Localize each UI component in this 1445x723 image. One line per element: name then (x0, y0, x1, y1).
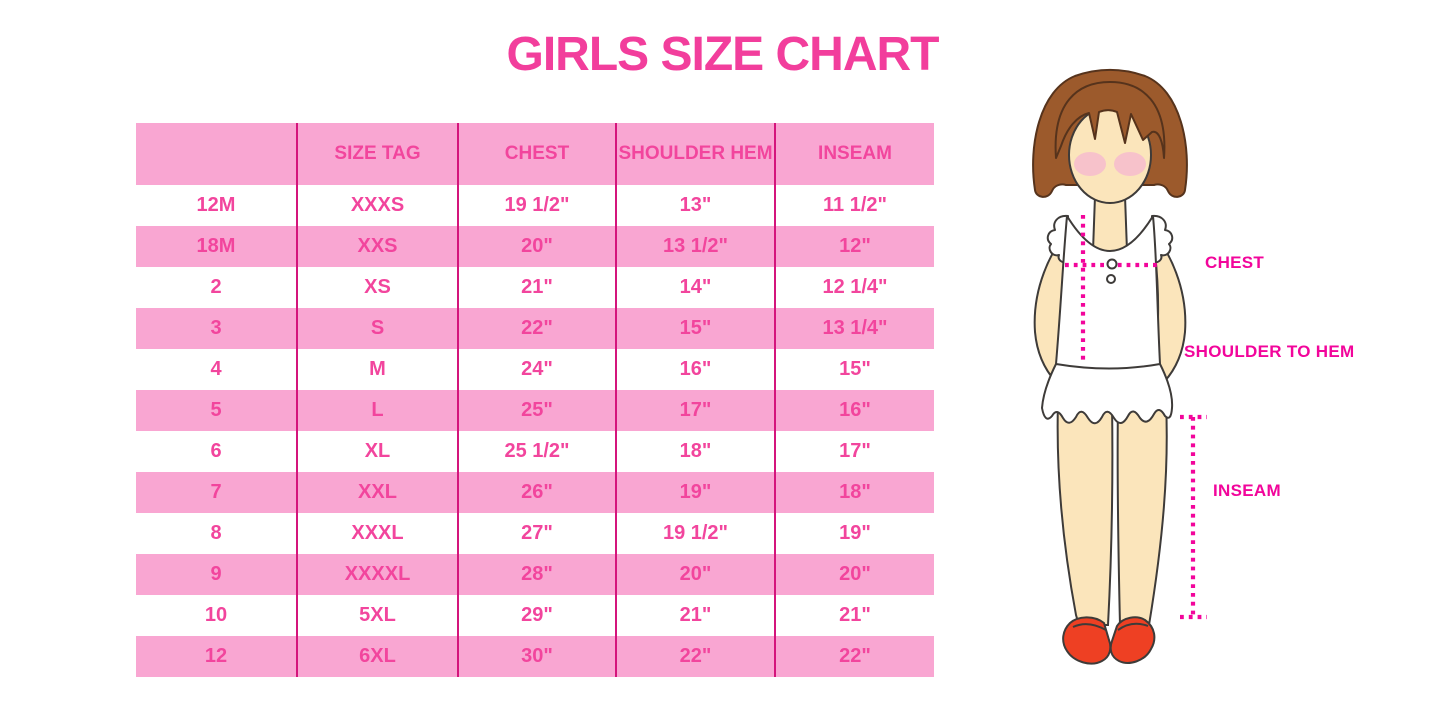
measurement-cell: 5XL (296, 595, 458, 636)
measurement-cell: 20" (615, 554, 775, 595)
measurement-cell: 26" (457, 472, 616, 513)
measurement-cell: 24" (457, 349, 616, 390)
measurement-cell: 19 1/2" (615, 513, 775, 554)
size-label-cell: 9 (136, 554, 297, 595)
size-row: 2 XS 21" 14" 12 1/4" (136, 267, 934, 308)
size-row: 10 5XL 29" 21" 21" (136, 595, 934, 636)
measurement-cell: 13 1/2" (615, 226, 775, 267)
column-header: SIZE TAG (296, 123, 458, 185)
size-row: 8 XXXL 27" 19 1/2" 19" (136, 513, 934, 554)
measurement-cell: 6XL (296, 636, 458, 677)
row-label-column-header (136, 123, 297, 185)
measurement-cell: XXXL (296, 513, 458, 554)
shoulder-ruffle-right (1151, 214, 1174, 264)
measurement-cell: 22" (615, 636, 775, 677)
column-header: INSEAM (774, 123, 934, 185)
blush-left (1074, 152, 1106, 176)
measurement-cell: 29" (457, 595, 616, 636)
measurement-cell: XXXXL (296, 554, 458, 595)
measurement-cell: 14" (615, 267, 775, 308)
measurement-cell: 20" (774, 554, 934, 595)
dress-button-bottom (1106, 274, 1116, 284)
size-row: 5 L 25" 17" 16" (136, 390, 934, 431)
measurement-cell: 16" (774, 390, 934, 431)
size-row: 4 M 24" 16" 15" (136, 349, 934, 390)
size-label-cell: 5 (136, 390, 297, 431)
measurement-cell: L (296, 390, 458, 431)
measurement-cell: 13" (615, 185, 775, 226)
measurement-cell: XS (296, 267, 458, 308)
measurement-cell: 25 1/2" (457, 431, 616, 472)
measurement-cell: 12" (774, 226, 934, 267)
shoulder-to-hem-measurement-label: SHOULDER TO HEM (1184, 342, 1355, 361)
measurement-cell: 16" (615, 349, 775, 390)
measurement-cell: 17" (615, 390, 775, 431)
measurement-cell: 30" (457, 636, 616, 677)
size-label-cell: 8 (136, 513, 297, 554)
size-label-cell: 2 (136, 267, 297, 308)
measurement-cell: 15" (774, 349, 934, 390)
measurement-cell: 21" (615, 595, 775, 636)
size-label-cell: 12 (136, 636, 297, 677)
measurement-cell: 15" (615, 308, 775, 349)
leg-left (1056, 401, 1114, 626)
leg-right (1116, 401, 1168, 626)
girl-figure-svg (1032, 69, 1207, 665)
measurement-cell: XXS (296, 226, 458, 267)
size-label-cell: 10 (136, 595, 297, 636)
column-header: SHOULDER HEM (615, 123, 775, 185)
measurement-cell: XL (296, 431, 458, 472)
measurement-cell: 25" (457, 390, 616, 431)
blush-right (1114, 152, 1146, 176)
measurement-cell: 19" (774, 513, 934, 554)
measurement-cell: 19" (615, 472, 775, 513)
size-row: 12 6XL 30" 22" 22" (136, 636, 934, 677)
size-row: 6 XL 25 1/2" 18" 17" (136, 431, 934, 472)
size-row: 12M XXXS 19 1/2" 13" 11 1/2" (136, 185, 934, 226)
measurement-cell: M (296, 349, 458, 390)
shoulder-ruffle-left (1046, 214, 1069, 264)
shoe-left (1062, 616, 1112, 665)
measurement-cell: 22" (774, 636, 934, 677)
measurement-cell: S (296, 308, 458, 349)
waist-seam (1055, 363, 1161, 370)
measurement-cell: XXL (296, 472, 458, 513)
column-header: CHEST (457, 123, 616, 185)
size-row: 3 S 22" 15" 13 1/4" (136, 308, 934, 349)
hair-bangs (1054, 81, 1166, 159)
size-label-cell: 12M (136, 185, 297, 226)
measurement-cell: XXXS (296, 185, 458, 226)
measurement-cell: 21" (457, 267, 616, 308)
size-row: 18M XXS 20" 13 1/2" 12" (136, 226, 934, 267)
measurement-cell: 11 1/2" (774, 185, 934, 226)
size-label-cell: 6 (136, 431, 297, 472)
measurement-cell: 28" (457, 554, 616, 595)
measurement-cell: 27" (457, 513, 616, 554)
shoe-strap-left (1072, 623, 1107, 631)
page-title: GIRLS SIZE CHART (506, 28, 939, 81)
size-chart-table: SIZE TAG CHEST SHOULDER HEM INSEAM 12M XXXS 1… (136, 123, 934, 677)
measurement-cell: 18" (774, 472, 934, 513)
size-row: 7 XXL 26" 19" 18" (136, 472, 934, 513)
dress-button-top (1106, 258, 1118, 270)
measurement-cell: 17" (774, 431, 934, 472)
measurement-cell: 21" (774, 595, 934, 636)
header-row: SIZE TAG CHEST SHOULDER HEM INSEAM (136, 123, 934, 185)
size-label-cell: 7 (136, 472, 297, 513)
size-label-cell: 3 (136, 308, 297, 349)
size-label-cell: 4 (136, 349, 297, 390)
measurement-cell: 13 1/4" (774, 308, 934, 349)
measurement-cell: 19 1/2" (457, 185, 616, 226)
shoe-strap-right (1117, 622, 1149, 631)
measurement-cell: 12 1/4" (774, 267, 934, 308)
size-row: 9 XXXXL 28" 20" 20" (136, 554, 934, 595)
chest-measurement-label: CHEST (1205, 253, 1265, 272)
measurement-cell: 18" (615, 431, 775, 472)
girl-figure-illustration (960, 50, 1420, 690)
measurement-cell: 22" (457, 308, 616, 349)
inseam-measurement-label: INSEAM (1213, 481, 1281, 500)
measurement-cell: 20" (457, 226, 616, 267)
size-label-cell: 18M (136, 226, 297, 267)
